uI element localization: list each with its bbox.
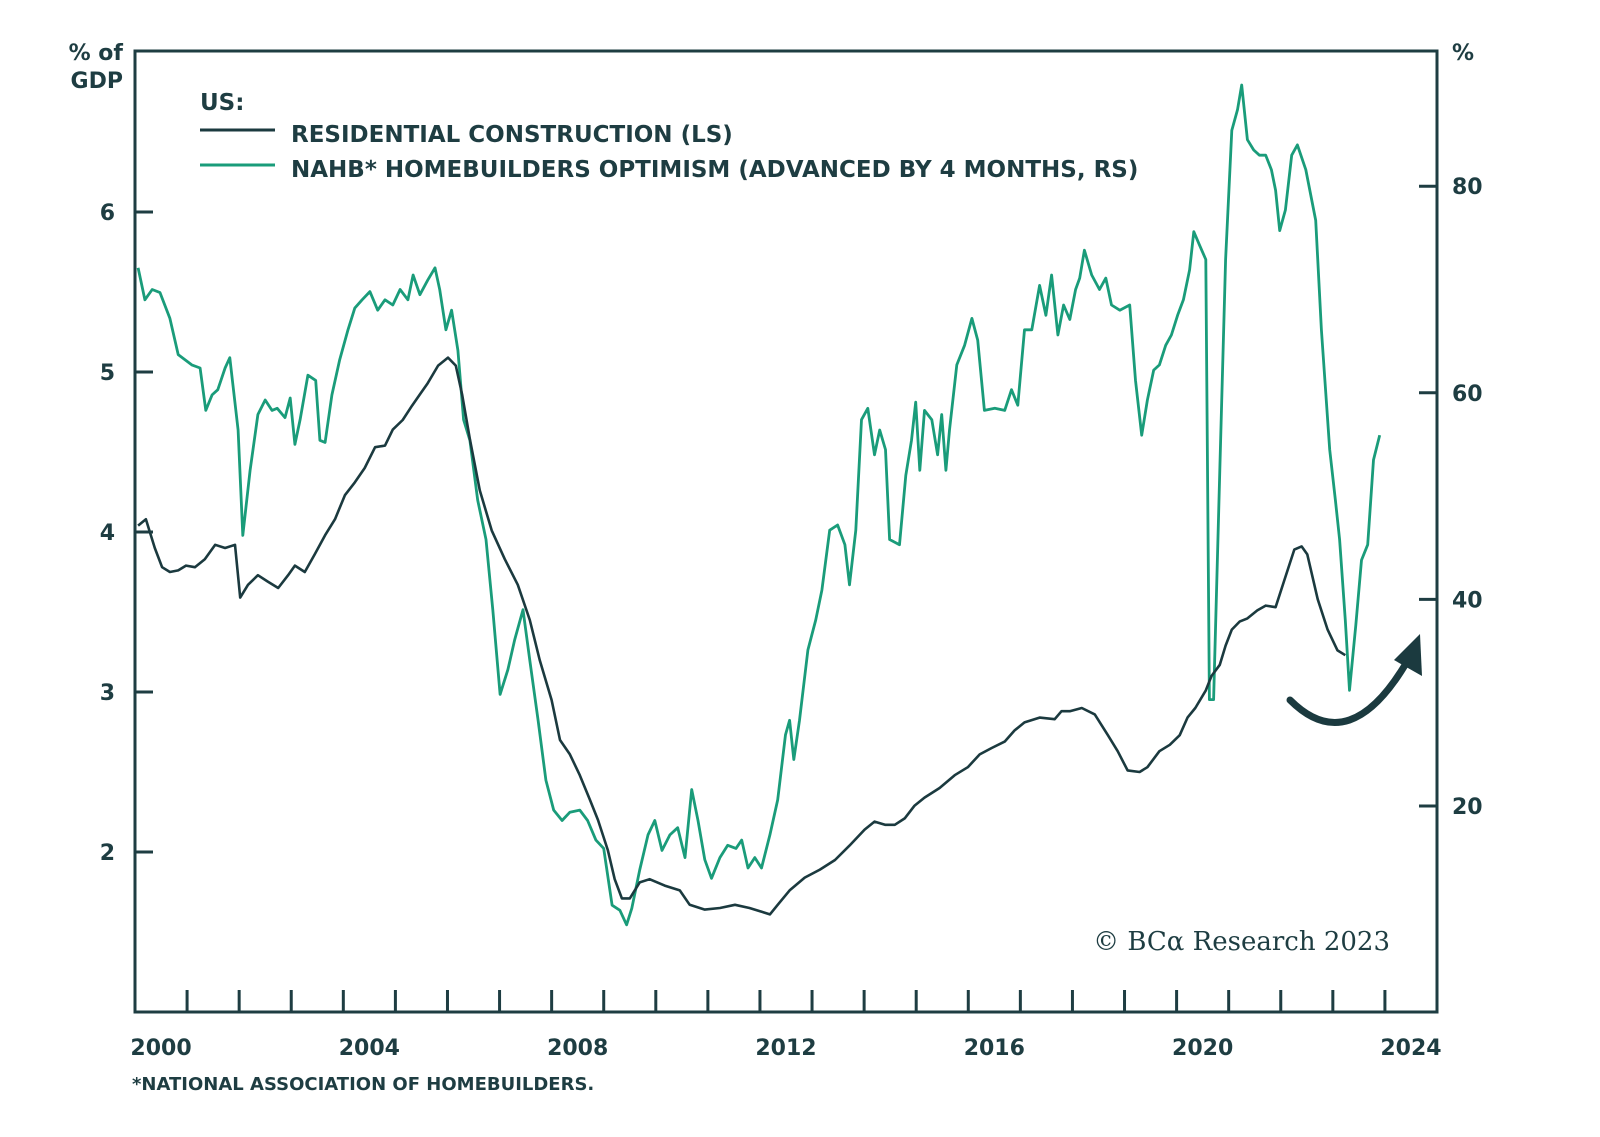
plot-frame xyxy=(133,49,1439,1014)
x-tick-label: 2012 xyxy=(755,1036,816,1061)
left-tick-label: 5 xyxy=(100,361,115,386)
series-layer xyxy=(136,83,1382,927)
copyright-text: © BCα Research 2023 xyxy=(1093,927,1390,957)
left-axis-title-line-2: GDP xyxy=(71,69,123,94)
right-tick-label: 20 xyxy=(1452,795,1483,820)
x-tick-label: 2016 xyxy=(964,1036,1025,1061)
right-tick-label: 40 xyxy=(1452,588,1483,613)
x-tick-label: 2008 xyxy=(547,1036,608,1061)
right-tick-label: 60 xyxy=(1452,382,1483,407)
legend-label-nahb: NAHB* HOMEBUILDERS OPTIMISM (ADVANCED BY… xyxy=(291,157,1138,183)
series-line-nahb-optimism xyxy=(136,83,1382,927)
x-tick-label: 2020 xyxy=(1172,1036,1233,1061)
right-axis-title: % xyxy=(1452,41,1474,66)
x-tick-label: 2024 xyxy=(1380,1036,1441,1061)
legend-heading: US: xyxy=(200,90,244,116)
left-axis-title-line-1: % of xyxy=(69,41,124,66)
x-tick-label: 2004 xyxy=(339,1036,400,1061)
right-tick-label: 80 xyxy=(1452,175,1483,200)
rebound-arrow-icon xyxy=(1286,634,1422,726)
left-tick-label: 2 xyxy=(100,841,115,866)
left-tick-label: 6 xyxy=(100,201,115,226)
x-tick-label: 2000 xyxy=(130,1036,191,1061)
left-axis: 2 3 4 5 6 xyxy=(100,201,153,866)
x-axis: 2000 2004 2008 2012 2016 2020 2024 xyxy=(130,990,1442,1061)
left-tick-label: 3 xyxy=(100,681,115,706)
footnote: *NATIONAL ASSOCIATION OF HOMEBUILDERS. xyxy=(132,1074,594,1095)
legend-label-residential: RESIDENTIAL CONSTRUCTION (LS) xyxy=(291,122,733,148)
series-line-residential-construction xyxy=(137,356,1346,916)
left-tick-label: 4 xyxy=(100,521,115,546)
right-axis: 20 40 60 80 xyxy=(1419,175,1483,820)
legend: US: RESIDENTIAL CONSTRUCTION (LS) NAHB* … xyxy=(200,90,1138,183)
